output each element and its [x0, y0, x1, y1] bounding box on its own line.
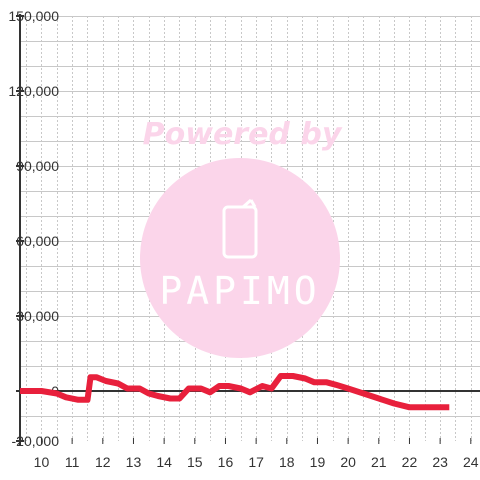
x-tick-label: 12	[95, 454, 111, 470]
x-tick-label: 20	[340, 454, 356, 470]
x-tick-label: 17	[248, 454, 264, 470]
y-tick-label: 150,000	[8, 8, 59, 24]
x-tick-label: 22	[402, 454, 418, 470]
watermark-logo-text: PAPIMO	[159, 269, 320, 313]
x-axis-ticks: 10 11 12 13 14 15 16 17 18 19 20 21 22 23 24	[34, 438, 479, 470]
y-tick-label: 90,000	[16, 158, 59, 174]
x-tick-label: 23	[432, 454, 448, 470]
papimo-watermark: Powered by PAPIMO	[140, 117, 343, 358]
x-tick-label: 15	[187, 454, 203, 470]
phone-icon	[222, 198, 258, 259]
y-tick-label: 60,000	[16, 233, 59, 249]
x-tick-label: 13	[126, 454, 142, 470]
series-line	[20, 373, 450, 411]
x-tick-label: 24	[463, 454, 479, 470]
series-group	[20, 373, 450, 411]
watermark-powered-by-text: Powered by	[143, 117, 343, 152]
x-tick-label: 10	[34, 454, 50, 470]
x-tick-label: 14	[156, 454, 172, 470]
x-tick-label: 11	[65, 454, 80, 470]
y-tick-label: 30,000	[16, 308, 59, 324]
x-tick-label: 16	[218, 454, 234, 470]
x-tick-label: 18	[279, 454, 295, 470]
y-tick-label: -20,000	[12, 433, 60, 449]
y-tick-label: 120,000	[8, 83, 59, 99]
x-tick-label: 21	[371, 454, 387, 470]
x-tick-label: 19	[310, 454, 326, 470]
